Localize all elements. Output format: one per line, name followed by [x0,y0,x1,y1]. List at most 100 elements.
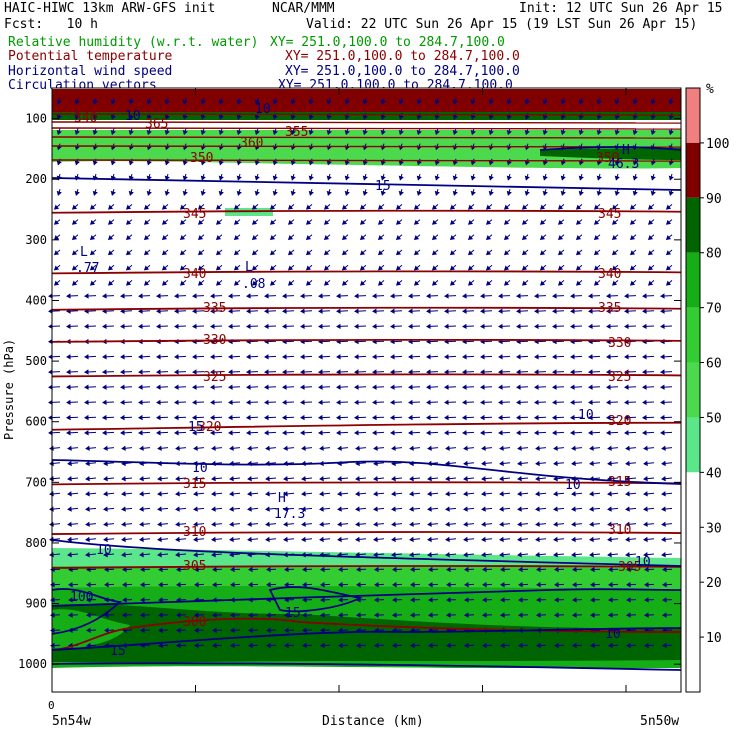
wind-vector-head [103,536,108,543]
wind-vector-head [632,160,638,166]
wind-vector-head [344,190,350,196]
wind-vector-head [308,190,314,196]
wind-vector-head [624,308,629,314]
wind-vector-head [200,190,206,196]
wind-vector-head [557,280,564,286]
wind-vector-head [521,204,528,210]
wind-vector-head [542,190,548,196]
wind-vector-head [517,521,522,527]
wind-vector-head [53,280,60,286]
wind-vector-head [229,521,234,527]
wind-vector-head [408,369,413,375]
wind-vector-head [212,581,217,588]
wind-vector-head [589,506,594,512]
wind-vector-head [572,597,577,603]
wind-vector-head [284,581,289,588]
wind-vector-head [518,597,523,603]
wind-vector-head [121,475,126,482]
y-tick-label: 600 [25,415,47,429]
wind-vector-head [380,130,386,136]
wind-vector-head [84,399,89,406]
colorbar-label: 90 [706,192,722,207]
wind-vector-head [506,160,512,166]
wind-vector-head [229,445,234,451]
wind-vector-head [56,130,62,136]
wind-vector-head [662,581,667,588]
wind-vector-head [413,280,420,286]
wind-vector-head [570,414,575,421]
wind-vector-head [138,399,143,406]
wind-vector-head [210,354,215,360]
theta-contour-315 [51,481,682,486]
wind-vector-head [229,475,234,482]
wind-vector-head [625,521,630,527]
theta-label-upper: 350 [190,151,213,166]
wind-speed-label: 15 [285,606,301,621]
wind-vector-head [390,414,395,421]
wind-vector-head [85,536,90,543]
wind-vector-head [606,354,611,360]
wind-vector-head [284,597,289,603]
wind-vector-head [66,293,71,299]
wind-vector-head [665,219,672,225]
wind-vector-head [264,369,269,375]
wind-vector-head [539,265,546,271]
wind-vector-head [516,293,521,299]
wind-vector-head [524,190,530,196]
wind-vector-head [157,475,162,482]
wind-vector-head [146,114,152,120]
wind-vector-head [229,551,234,558]
wind-vector-head [323,250,330,256]
wind-vector-head [174,399,179,406]
wind-vector-head [499,475,504,482]
wind-vector-head [481,521,486,527]
wind-vector-head [107,280,114,286]
wind-vector-head [192,369,197,375]
wind-vector-head [230,566,235,573]
colorbar-segment [686,527,700,583]
wind-vector-head [193,536,198,543]
wind-vector-head [607,551,612,558]
wind-vector-head [247,521,252,527]
wind-vector-head [300,414,305,421]
wind-vector-head [318,414,323,421]
wind-vector-head [625,445,630,451]
wind-vector-head [338,612,343,618]
wind-vector-head [449,250,456,256]
wind-vector-head [305,265,312,271]
wind-vector-head [248,627,253,633]
wind-vector-head [391,506,396,512]
wind-vector-head [254,99,260,105]
wind-vector-head [282,369,287,375]
wind-vector-head [336,414,341,421]
wind-vector-head [434,160,440,166]
colorbar-label: 100 [706,137,729,152]
wind-speed-label: 10 [635,555,651,570]
theta-label-300: 300 [183,615,206,630]
wind-vector-head [535,506,540,512]
wind-vector-head [373,475,378,482]
wind-vector-head [210,323,215,330]
wind-vector-head [337,521,342,527]
wind-vector-head [374,642,379,649]
wind-vector-head [596,114,602,120]
extremum-marker: H [278,491,286,506]
wind-vector-head [336,308,341,314]
wind-vector-head [282,414,287,421]
wind-vector-head [668,114,674,120]
wind-vector-head [102,323,107,330]
wind-vector-head [661,475,666,482]
wind-vector-head [319,521,324,527]
wind-vector-head [431,250,438,256]
wind-vector-head [503,204,510,210]
wind-vector-head [122,566,127,573]
wind-vector-head [607,491,612,497]
wind-vector-head [138,369,143,375]
wind-speed-label: 10 [125,109,141,124]
wind-vector-head [74,130,80,136]
wind-vector-head [521,219,528,225]
wind-vector-head [481,475,486,482]
wind-vector-head [506,190,512,196]
wind-vector-head [625,551,630,558]
wind-vector-head [210,430,215,436]
